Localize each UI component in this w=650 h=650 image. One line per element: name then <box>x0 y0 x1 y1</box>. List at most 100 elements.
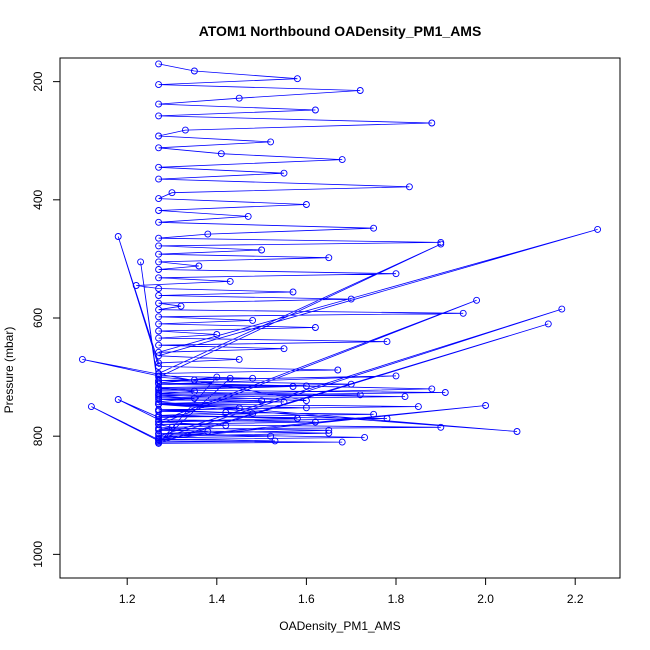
data-point <box>338 438 346 446</box>
x-tick-label: 1.4 <box>208 592 225 606</box>
data-point <box>155 112 163 120</box>
data-point <box>293 415 301 422</box>
data-point <box>155 348 163 356</box>
data-point <box>155 377 163 385</box>
data-point <box>280 398 288 406</box>
data-point <box>361 433 369 441</box>
data-point <box>437 240 445 248</box>
x-tick-label: 1.2 <box>119 592 136 606</box>
data-point <box>428 385 436 393</box>
data-point <box>414 403 422 411</box>
data-layer <box>78 60 602 447</box>
data-point <box>181 126 189 134</box>
data-point <box>155 363 163 370</box>
data-point <box>114 233 122 240</box>
x-tick-label: 1.6 <box>298 592 315 606</box>
data-point <box>155 341 163 349</box>
x-tick-label: 2.2 <box>567 592 584 606</box>
y-axis: 200 400 600 800 1000 <box>31 71 60 568</box>
data-point <box>155 144 163 152</box>
data-point <box>459 309 467 317</box>
data-point <box>226 374 234 382</box>
data-point <box>155 250 163 258</box>
data-point <box>190 67 198 75</box>
x-tick-label: 1.8 <box>388 592 405 606</box>
data-point <box>226 277 234 285</box>
data-point <box>258 246 266 254</box>
data-point <box>155 285 163 292</box>
data-point <box>195 262 203 270</box>
data-point <box>155 100 163 108</box>
data-point <box>401 393 409 401</box>
data-point <box>383 415 391 422</box>
data-point <box>155 132 163 140</box>
data-point <box>302 201 310 208</box>
data-point <box>473 296 481 304</box>
data-point <box>293 75 301 83</box>
series-line <box>82 63 598 445</box>
data-point <box>155 81 163 89</box>
data-point <box>137 258 145 266</box>
data-point <box>213 373 221 381</box>
data-point <box>155 299 163 307</box>
data-point <box>132 282 140 289</box>
data-point <box>190 387 198 395</box>
data-point <box>155 274 163 282</box>
data-point <box>155 370 163 378</box>
data-point <box>222 422 230 429</box>
data-point <box>334 366 342 374</box>
data-point <box>155 398 163 406</box>
data-point <box>338 156 346 164</box>
data-point <box>594 225 602 233</box>
data-point <box>155 242 163 250</box>
data-point <box>204 428 212 435</box>
data-point <box>428 119 436 127</box>
data-point <box>544 320 552 328</box>
data-point <box>311 418 319 426</box>
data-point <box>155 306 163 314</box>
series-group <box>78 60 602 447</box>
data-point <box>168 189 176 197</box>
x-axis-label: OADensity_PM1_AMS <box>279 619 400 633</box>
data-point <box>155 372 163 380</box>
data-point <box>392 270 400 278</box>
data-point <box>155 396 163 403</box>
data-point <box>177 302 185 310</box>
data-point <box>155 320 163 328</box>
data-point <box>325 429 333 437</box>
data-point <box>155 292 163 299</box>
data-point <box>302 404 310 412</box>
data-point <box>155 420 163 428</box>
data-point <box>302 397 310 405</box>
data-point <box>155 218 163 226</box>
data-point <box>249 410 257 418</box>
y-tick-label: 1000 <box>31 541 45 568</box>
data-point <box>441 389 449 396</box>
data-point <box>155 234 163 242</box>
data-point <box>267 138 275 146</box>
data-point <box>325 426 333 434</box>
data-point <box>155 352 163 360</box>
x-tick-label: 2.0 <box>477 592 494 606</box>
chart-title: ATOM1 Northbound OADensity_PM1_AMS <box>199 23 482 39</box>
data-point <box>558 305 566 313</box>
data-point <box>325 254 333 262</box>
data-point <box>482 402 490 409</box>
data-point <box>78 355 86 363</box>
y-axis-label: Pressure (mbar) <box>2 327 16 414</box>
y-tick-label: 400 <box>31 189 45 209</box>
data-point <box>155 266 163 273</box>
data-point <box>370 410 378 418</box>
data-point <box>155 207 163 214</box>
data-point <box>383 338 391 346</box>
data-point <box>155 258 163 266</box>
y-tick-label: 800 <box>31 426 45 446</box>
data-point <box>155 334 163 342</box>
data-point <box>204 230 212 238</box>
data-point <box>155 416 163 424</box>
data-point <box>271 437 279 445</box>
y-tick-label: 600 <box>31 308 45 328</box>
data-point <box>155 439 163 447</box>
data-point <box>513 428 521 435</box>
